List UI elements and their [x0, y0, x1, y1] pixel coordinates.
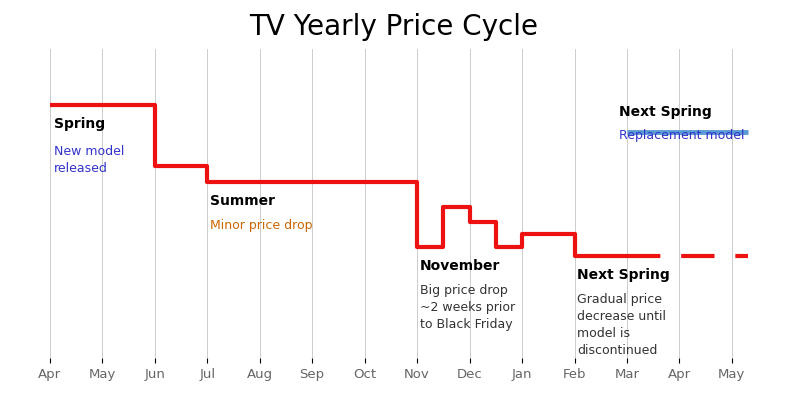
Title: TV Yearly Price Cycle: TV Yearly Price Cycle	[249, 13, 538, 41]
Text: New model
released: New model released	[54, 145, 124, 175]
Text: Spring: Spring	[54, 117, 105, 131]
Text: Summer: Summer	[210, 194, 275, 208]
Text: Big price drop
~2 weeks prior
to Black Friday: Big price drop ~2 weeks prior to Black F…	[419, 284, 515, 331]
Text: Minor price drop: Minor price drop	[210, 219, 312, 232]
Text: Replacement model: Replacement model	[619, 129, 745, 142]
Text: Next Spring: Next Spring	[577, 269, 670, 282]
Text: Gradual price
decrease until
model is
discontinued: Gradual price decrease until model is di…	[577, 293, 666, 357]
Text: Next Spring: Next Spring	[619, 105, 712, 118]
Text: November: November	[419, 259, 500, 273]
